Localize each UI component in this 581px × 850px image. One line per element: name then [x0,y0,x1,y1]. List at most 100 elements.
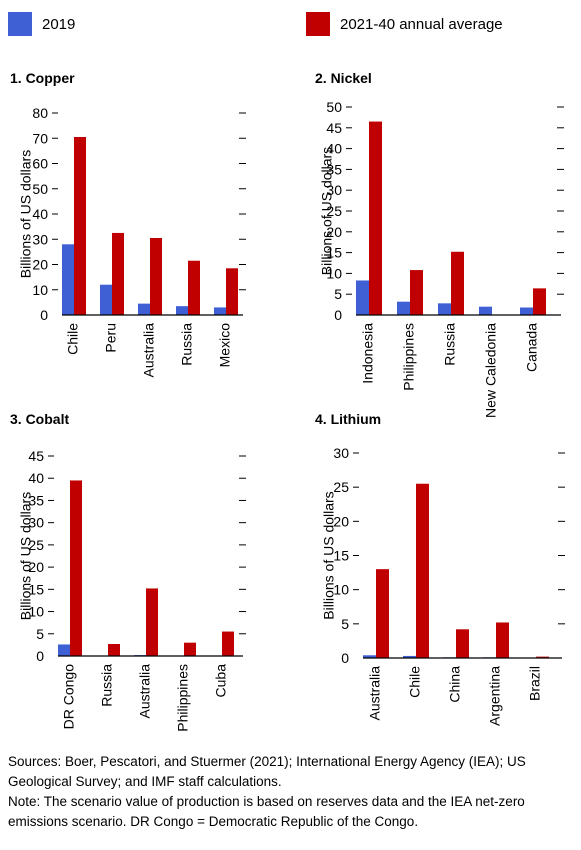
chart-panel-3: 3. Cobalt Billions of US dollars 0 5 10 15 20 2… [10,411,246,732]
bar-2019 [58,644,70,656]
bar-2021-40 [222,631,234,656]
legend-swatch-2021-40 [306,12,330,36]
category-label: Russia [99,664,115,707]
category-label: Mexico [217,323,233,368]
chart-title: 4. Lithium [315,411,381,427]
y-tick-label: 50 [326,99,342,115]
y-tick-label: 25 [326,203,342,219]
y-tick-label: 0 [334,307,342,323]
category-label: Peru [103,323,119,353]
bar-2021-40 [188,260,200,315]
category-label: China [447,666,463,703]
y-tick-label: 60 [32,156,48,172]
bar-2021-40 [70,480,82,656]
y-tick-label: 15 [326,245,342,261]
bar-2021-40 [146,588,158,656]
bar-2021-40 [184,642,196,656]
category-label: Russia [179,323,195,366]
y-tick-label: 35 [28,492,44,508]
category-label: Chile [407,666,423,698]
bar-2021-40 [410,270,423,315]
y-tick-label: 5 [334,286,342,302]
y-tick-label: 5 [36,626,44,642]
bar-2019 [397,301,410,315]
y-tick-label: 30 [32,231,48,247]
y-tick-label: 10 [32,282,48,298]
bar-2019 [62,244,74,315]
bar-2021-40 [74,136,86,315]
y-tick-label: 25 [333,479,349,495]
category-label: Argentina [487,666,503,726]
y-tick-label: 30 [333,445,349,461]
category-label: Chile [65,323,81,355]
category-label: Canada [524,323,540,372]
y-tick-label: 0 [40,307,48,323]
bar-2019 [438,303,451,315]
y-axis-label: Billions of US dollars [17,492,33,620]
sources-notes: Sources: Boer, Pescatori, and Stuermer (… [8,752,573,832]
bar-2019 [214,307,226,315]
bar-2021-40 [456,629,469,658]
bar-2019 [356,280,369,315]
bar-2019 [403,655,416,658]
chart-panel-4: 4. Lithium Billions of US dollars 0 5 10 15 20… [315,411,565,726]
bar-2019 [479,306,492,315]
y-tick-label: 35 [326,161,342,177]
bar-2021-40 [150,237,162,315]
bar-2019 [520,307,533,315]
y-tick-label: 30 [28,515,44,531]
sources-text: Sources: Boer, Pescatori, and Stuermer (… [8,754,526,789]
chart-panel-1: 1. Copper Billions of US dollars 0 10 20 30 40… [10,70,246,377]
y-tick-label: 20 [333,513,349,529]
y-tick-label: 45 [326,120,342,136]
bar-2021-40 [536,656,549,658]
y-tick-label: 40 [32,206,48,222]
y-tick-label: 70 [32,130,48,146]
category-label: Indonesia [360,323,376,384]
chart-title: 1. Copper [10,70,75,86]
bar-2021-40 [112,232,124,315]
chart-title: 2. Nickel [315,70,372,86]
category-label: Philippines [175,664,191,732]
bar-2019 [363,655,376,658]
category-label: Australia [137,664,153,719]
bar-2021-40 [108,644,120,656]
category-label: Australia [367,666,383,721]
y-tick-label: 45 [28,448,44,464]
y-tick-label: 25 [28,537,44,553]
bar-2021-40 [533,288,546,315]
category-label: Russia [442,323,458,366]
y-tick-label: 20 [28,559,44,575]
bar-2019 [176,306,188,315]
y-tick-label: 20 [32,257,48,273]
y-tick-label: 15 [28,581,44,597]
y-tick-label: 80 [32,105,48,121]
chart-panel-2: 2. Nickel Billions of US dollars 0 5 10 15 20 2… [315,70,564,418]
y-tick-label: 10 [326,265,342,281]
charts-canvas: 1. Copper Billions of US dollars 0 10 20 30 40… [10,70,565,732]
legend-item-2019: 2019 [8,12,75,36]
bar-2019 [138,303,150,315]
legend: 2019 2021-40 annual average [0,12,581,38]
legend-item-2021-40: 2021-40 annual average [306,12,503,36]
category-label: Cuba [213,664,229,698]
y-axis-label: Billions of US dollars [318,147,334,275]
y-tick-label: 10 [333,582,349,598]
bar-2021-40 [376,569,389,658]
category-label: Australia [141,323,157,378]
note-text: Note: The scenario value of production i… [8,794,525,829]
legend-swatch-2019 [8,12,32,36]
chart-title: 3. Cobalt [10,411,69,427]
y-tick-label: 30 [326,182,342,198]
bar-2021-40 [451,251,464,315]
y-tick-label: 50 [32,181,48,197]
bar-2019 [100,284,112,315]
category-label: Brazil [527,666,543,701]
bar-2021-40 [369,121,382,315]
y-axis-label: Billions of US dollars [320,491,336,619]
y-tick-label: 15 [333,548,349,564]
legend-label-2021-40: 2021-40 annual average [340,15,503,33]
y-tick-label: 40 [28,470,44,486]
y-tick-label: 0 [341,650,349,666]
category-label: New Caledonia [483,323,499,418]
